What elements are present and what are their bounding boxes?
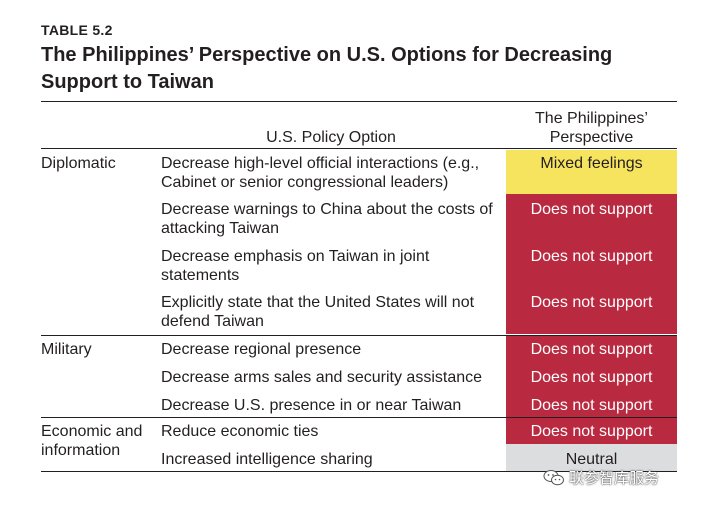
rule-top bbox=[41, 101, 677, 102]
header-option-text: U.S. Policy Option bbox=[266, 129, 396, 146]
rule-group-2 bbox=[41, 417, 677, 418]
header-perspective: The Philippines’ Perspective bbox=[506, 109, 677, 147]
perspective-cell: Does not support bbox=[506, 418, 677, 444]
rule-group-1 bbox=[41, 335, 677, 336]
table-title: The Philippines’ Perspective on U.S. Opt… bbox=[41, 44, 613, 93]
option-row: Decrease emphasis on Taiwan in joint sta… bbox=[161, 248, 430, 284]
rule-header bbox=[41, 148, 677, 149]
option-row: Decrease arms sales and security assista… bbox=[161, 369, 483, 386]
option-row: Decrease regional presence bbox=[161, 341, 362, 358]
perspective-cell: Does not support bbox=[506, 194, 677, 241]
header-option: U.S. Policy Option bbox=[161, 128, 501, 147]
option-row: Explicitly state that the United States … bbox=[161, 294, 475, 330]
watermark: 联参智库服务 bbox=[543, 467, 659, 488]
perspective-cell: Neutral bbox=[506, 444, 677, 471]
perspective-cell: Does not support bbox=[506, 241, 677, 288]
header-perspective-line1: The Philippines’ bbox=[535, 110, 648, 127]
header-perspective-line2: Perspective bbox=[549, 129, 634, 146]
wechat-icon bbox=[543, 469, 564, 485]
category-diplomatic: Diplomatic bbox=[41, 155, 116, 172]
rule-bottom bbox=[41, 471, 677, 472]
perspective-cell: Mixed feelings bbox=[506, 150, 677, 194]
category-military: Military bbox=[41, 341, 92, 358]
option-row: Decrease U.S. presence in or near Taiwan bbox=[161, 397, 462, 414]
table-label: TABLE 5.2 bbox=[41, 22, 113, 38]
perspective-cell: Does not support bbox=[506, 336, 677, 363]
watermark-text: 联参智库服务 bbox=[569, 470, 660, 487]
perspective-cell: Does not support bbox=[506, 363, 677, 391]
perspective-cell: Does not support bbox=[506, 288, 677, 334]
perspective-cell: Does not support bbox=[506, 391, 677, 417]
option-row: Increased intelligence sharing bbox=[161, 451, 373, 468]
option-row: Decrease warnings to China about the cos… bbox=[161, 201, 493, 237]
option-row: Reduce economic ties bbox=[161, 423, 319, 440]
option-row: Decrease high-level official interaction… bbox=[161, 155, 480, 191]
category-economic-information: Economic and information bbox=[41, 423, 143, 459]
